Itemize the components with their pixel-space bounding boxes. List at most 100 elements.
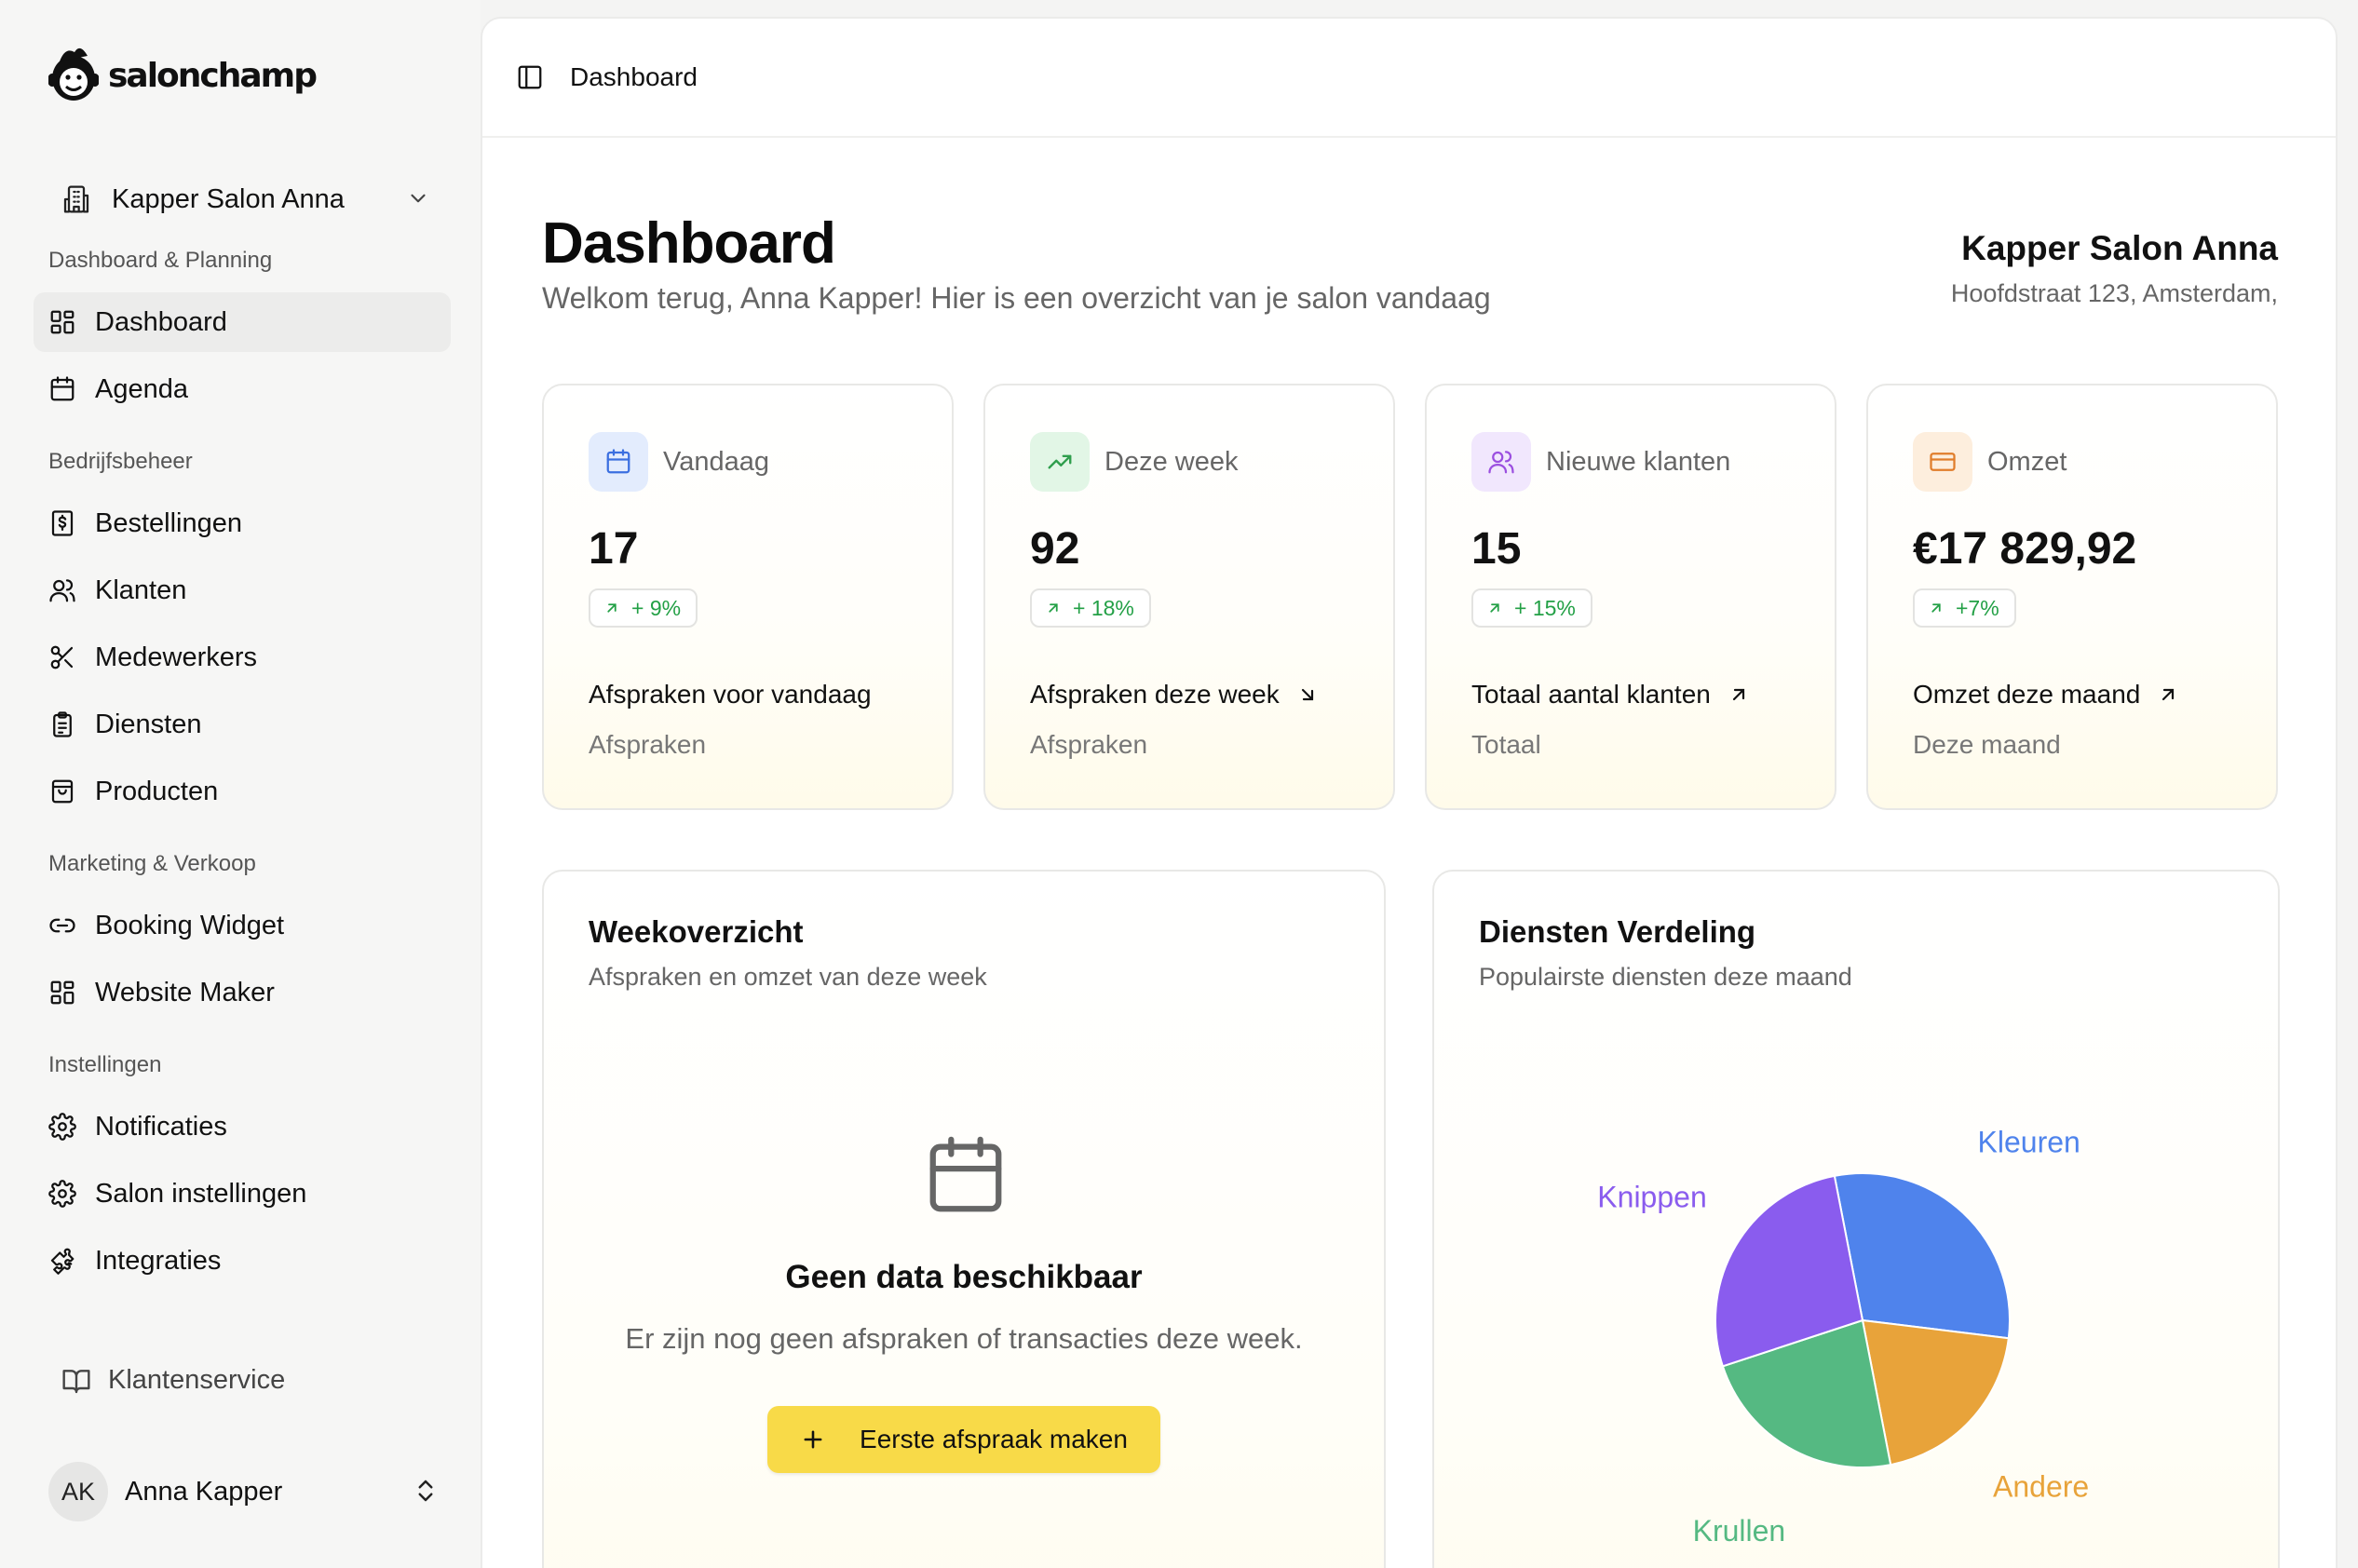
- pie-chart: Kleuren Andere Krullen Knippen: [1597, 1125, 2089, 1548]
- sidebar-item-producten[interactable]: Producten: [34, 762, 451, 821]
- stat-title[interactable]: Totaal aantal klanten: [1471, 680, 1750, 710]
- avatar: AK: [48, 1462, 108, 1521]
- link-icon: [49, 918, 75, 933]
- scissors-icon: [50, 645, 74, 669]
- stat-value: 92: [1030, 524, 1080, 574]
- stat-title[interactable]: Omzet deze maand: [1913, 680, 2179, 710]
- pie-label-krullen: Krullen: [1693, 1514, 1786, 1548]
- section-instellingen: Instellingen: [48, 1052, 162, 1077]
- sidebar-toggle-icon[interactable]: [516, 63, 544, 91]
- pie-slice-krullen[interactable]: [1721, 1318, 1892, 1468]
- stat-footnote: Afspraken: [589, 730, 707, 759]
- stat-label: Omzet: [1987, 447, 2067, 477]
- stat-title[interactable]: Afspraken deze week: [1030, 680, 1319, 710]
- sidebar: salonchamp Kapper Salon Anna Dashboard &…: [0, 0, 481, 1568]
- change-badge: +7%: [1913, 588, 2016, 628]
- first-appointment-button[interactable]: Eerste afspraak maken: [767, 1406, 1160, 1473]
- stat-card-new-clients: Nieuwe klanten 15 + 15% Totaal aantal kl…: [1425, 384, 1836, 810]
- salon-switcher-label: Kapper Salon Anna: [112, 183, 345, 214]
- arrow-up-right-icon: [2162, 688, 2175, 701]
- stat-title-text: Afspraken deze week: [1030, 680, 1280, 709]
- panel-title: Weekoverzicht: [589, 914, 804, 949]
- trending-up-icon: [1030, 432, 1090, 492]
- sidebar-item-bestellingen[interactable]: Bestellingen: [34, 493, 451, 553]
- breadcrumb: Dashboard: [570, 62, 698, 91]
- arrow-down-right-icon: [1301, 688, 1313, 701]
- stat-card-revenue: Omzet €17 829,92 +7% Omzet deze maand De…: [1866, 384, 2278, 810]
- stat-footnote: Deze maand: [1913, 730, 2061, 759]
- sidebar-item-website-maker[interactable]: Website Maker: [34, 963, 451, 1022]
- panel-subtitle: Afspraken en omzet van deze week: [589, 963, 987, 991]
- puzzle-icon: [50, 1248, 75, 1275]
- sidebar-item-agenda[interactable]: Agenda: [34, 359, 451, 419]
- sidebar-item-medewerkers[interactable]: Medewerkers: [34, 628, 451, 687]
- sidebar-item-label: Dashboard: [95, 306, 227, 337]
- sidebar-item-label: Booking Widget: [95, 910, 285, 940]
- users-icon: [49, 579, 75, 602]
- stat-footnote: Afspraken: [1030, 730, 1148, 759]
- user-menu[interactable]: AK Anna Kapper: [48, 1462, 440, 1521]
- topbar: Dashboard: [482, 19, 2336, 138]
- sidebar-item-integraties[interactable]: Integraties: [34, 1231, 451, 1291]
- support-link[interactable]: Klantenservice: [61, 1365, 285, 1396]
- stat-footnote: Totaal: [1471, 730, 1541, 759]
- sidebar-item-label: Producten: [95, 776, 219, 806]
- book-open-icon: [62, 1369, 90, 1393]
- stat-card-today: Vandaag 17 + 9% Afspraken voor vandaag A…: [542, 384, 954, 810]
- salon-name: Kapper Salon Anna: [1961, 229, 2278, 267]
- stat-card-week: Deze week 92 + 18% Afspraken deze week A…: [983, 384, 1395, 810]
- salon-switcher[interactable]: Kapper Salon Anna: [48, 177, 430, 222]
- stat-label: Vandaag: [663, 447, 769, 477]
- section-bedrijfsbeheer: Bedrijfsbeheer: [48, 449, 193, 474]
- calendar-icon: [589, 432, 648, 492]
- pie-label-andere: Andere: [1993, 1470, 2089, 1504]
- stat-title-text: Omzet deze maand: [1913, 680, 2141, 709]
- pie-label-knippen: Knippen: [1597, 1180, 1706, 1213]
- calendar-icon: [50, 376, 75, 401]
- pie-slice-andere[interactable]: [1861, 1318, 2010, 1467]
- stat-value: 17: [589, 524, 639, 574]
- calendar-empty-icon: [929, 1136, 1002, 1212]
- stat-title[interactable]: Afspraken voor vandaag: [589, 680, 872, 710]
- receipt-dollar-icon: [51, 510, 74, 536]
- pie-slice-knippen[interactable]: [1714, 1174, 1864, 1368]
- sidebar-item-salon-instellingen[interactable]: Salon instellingen: [34, 1164, 451, 1223]
- sidebar-item-diensten[interactable]: Diensten: [34, 695, 451, 754]
- layout-grid-icon: [50, 980, 75, 1005]
- shopping-bag-icon: [51, 779, 74, 804]
- pie-slice-kleuren[interactable]: [1833, 1172, 2011, 1340]
- section-marketing-verkoop: Marketing & Verkoop: [48, 851, 256, 876]
- section-dashboard-planning: Dashboard & Planning: [48, 248, 273, 273]
- arrow-up-right-icon: [1049, 603, 1058, 613]
- sidebar-item-notificaties[interactable]: Notificaties: [34, 1097, 451, 1156]
- credit-card-icon: [1913, 432, 1972, 492]
- empty-state-title: Geen data beschikbaar: [785, 1259, 1143, 1295]
- change-value: + 18%: [1073, 595, 1134, 620]
- sidebar-item-label: Notificaties: [95, 1111, 227, 1142]
- sidebar-item-label: Salon instellingen: [95, 1178, 307, 1209]
- change-value: + 9%: [631, 595, 682, 620]
- sidebar-item-label: Website Maker: [95, 977, 275, 1007]
- button-label: Eerste afspraak maken: [860, 1425, 1128, 1453]
- change-badge: + 15%: [1471, 588, 1592, 628]
- arrow-up-right-icon: [1490, 603, 1499, 613]
- stat-label: Deze week: [1104, 447, 1239, 477]
- layout-grid-icon: [50, 310, 75, 334]
- salon-info: Kapper Salon Anna Hoofdstraat 123, Amste…: [1951, 229, 2278, 308]
- services-distribution-panel: Diensten Verdeling Populairste diensten …: [1432, 870, 2280, 1568]
- brand-logo[interactable]: salonchamp: [48, 45, 318, 106]
- sidebar-item-dashboard[interactable]: Dashboard: [34, 292, 451, 352]
- user-name: Anna Kapper: [125, 1476, 283, 1507]
- sidebar-item-booking-widget[interactable]: Booking Widget: [34, 896, 451, 955]
- monkey-logo-icon: [48, 47, 99, 101]
- stat-value: €17 829,92: [1913, 524, 2137, 574]
- sidebar-item-label: Diensten: [95, 709, 202, 739]
- chevron-down-icon: [411, 194, 426, 203]
- users-icon: [1471, 432, 1531, 492]
- arrow-up-right-icon: [1732, 688, 1744, 701]
- panel-subtitle: Populairste diensten deze maand: [1479, 963, 1852, 991]
- support-label: Klantenservice: [108, 1365, 286, 1395]
- sidebar-item-klanten[interactable]: Klanten: [34, 561, 451, 620]
- stat-title-text: Afspraken voor vandaag: [589, 680, 872, 709]
- change-value: + 15%: [1514, 595, 1576, 620]
